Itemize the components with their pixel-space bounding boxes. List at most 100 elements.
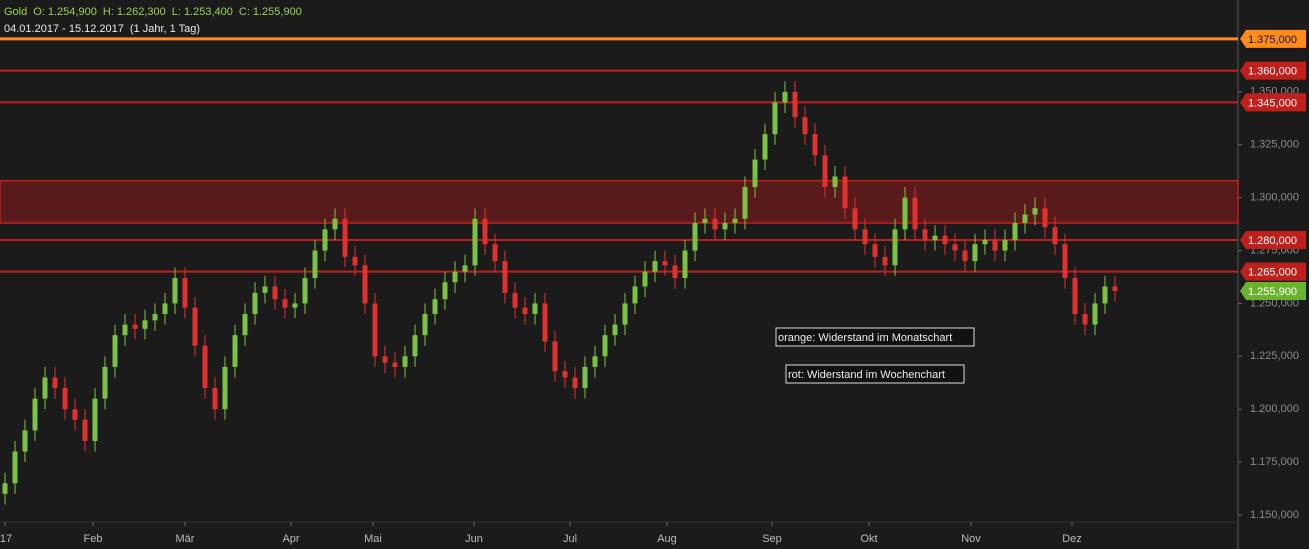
field-key: H: <box>102 6 114 18</box>
y-tick-label: 1.175,000 <box>1250 456 1299 468</box>
candle-body <box>862 229 868 245</box>
candle-body <box>702 218 708 224</box>
candle-body <box>452 271 458 283</box>
candle-body <box>202 345 208 389</box>
last-price-label: 1.255,900 <box>1248 286 1297 298</box>
candle-body <box>142 320 148 329</box>
candle-body <box>832 176 838 188</box>
candle-body <box>952 244 958 251</box>
candle-body <box>172 278 178 304</box>
candle-body <box>1062 244 1068 279</box>
x-tick-label: Feb <box>84 533 103 545</box>
candle-body <box>742 187 748 219</box>
candle-body <box>262 286 268 293</box>
x-tick-label: Okt <box>860 533 877 545</box>
candle-body <box>312 250 318 279</box>
candle-body <box>1082 314 1088 325</box>
candle-body <box>162 303 168 315</box>
candle-body <box>322 229 328 251</box>
header-quote: Gold O: 1.254,900 H: 1.262,300 L: 1.253,400 C: 1… <box>4 6 308 18</box>
candle-body <box>102 366 108 399</box>
x-tick-label: Sep <box>762 533 782 545</box>
last-price-tag <box>1240 281 1306 300</box>
y-tick-label: 1.325,000 <box>1250 139 1299 151</box>
candle-body <box>772 102 778 135</box>
candle-body <box>1052 227 1058 245</box>
date-range: 04.01.2017 - 15.12.2017 <box>4 23 124 35</box>
candle-body <box>12 451 18 484</box>
candle-body <box>122 324 128 336</box>
level-label: 1.375,000 <box>1248 34 1297 46</box>
candle-body <box>352 256 358 266</box>
candle-body <box>302 278 308 304</box>
candle-body <box>822 155 828 188</box>
candle-body <box>1042 208 1048 228</box>
candle-body <box>92 398 98 441</box>
candle-body <box>192 307 198 346</box>
candle-body <box>852 208 858 230</box>
candle-body <box>582 366 588 389</box>
y-tick-label: 1.250,000 <box>1250 297 1299 309</box>
candle-body <box>52 377 58 389</box>
field-key: L: <box>171 6 181 18</box>
candle-body <box>602 335 608 357</box>
candle-body <box>1072 278 1078 315</box>
candle-body <box>802 117 808 135</box>
candle-body <box>692 223 698 251</box>
candle-body <box>682 250 688 279</box>
candle-body <box>82 419 88 441</box>
candle-body <box>272 286 278 300</box>
x-tick-label: Jun <box>465 533 483 545</box>
candle-body <box>442 282 448 300</box>
candle-body <box>422 314 428 336</box>
candle-body <box>902 197 908 230</box>
candle-body <box>502 261 508 293</box>
x-tick-label: Aug <box>657 533 677 545</box>
candle-body <box>292 303 298 308</box>
candle-body <box>1012 223 1018 240</box>
y-tick-label: 1.150,000 <box>1250 509 1299 521</box>
level-label: 1.360,000 <box>1248 66 1297 78</box>
candle-body <box>562 371 568 378</box>
field-value: 1.255,900 <box>252 6 302 18</box>
x-tick-label: Dez <box>1062 533 1082 545</box>
candle-body <box>1102 286 1108 304</box>
level-tag <box>1240 230 1306 249</box>
y-tick-label: 1.300,000 <box>1250 192 1299 204</box>
candle-body <box>482 218 488 245</box>
candle-body <box>812 134 818 156</box>
field-value: 1.262,300 <box>116 6 166 18</box>
candle-body <box>462 265 468 272</box>
candle-body <box>392 362 398 367</box>
candle-body <box>152 314 158 321</box>
candle-body <box>232 335 238 367</box>
candle-body <box>362 265 368 304</box>
candle-body <box>752 159 758 188</box>
candle-body <box>912 197 918 230</box>
candle-body <box>112 335 118 367</box>
y-tick-label: 1.225,000 <box>1250 350 1299 362</box>
candle-body <box>1032 208 1038 215</box>
candle-body <box>892 229 898 266</box>
candle-body <box>212 388 218 410</box>
candle-body <box>332 218 338 230</box>
candle-body <box>782 91 788 103</box>
candle-body <box>732 218 738 224</box>
candle-body <box>132 324 138 329</box>
candle-body <box>592 356 598 367</box>
candle-body <box>942 235 948 245</box>
y-tick-label: 1.200,000 <box>1250 403 1299 415</box>
candle-body <box>182 278 188 308</box>
candle-body <box>652 261 658 272</box>
candle-body <box>662 261 668 266</box>
candle-body <box>972 244 978 262</box>
candle-body <box>222 366 228 410</box>
annotation-text: rot: Widerstand im Wochenchart <box>788 369 945 381</box>
candle-body <box>932 235 938 240</box>
level-tag <box>1240 61 1306 80</box>
candle-body <box>722 223 728 230</box>
candle-body <box>712 218 718 230</box>
x-tick-label: Apr <box>282 533 299 545</box>
